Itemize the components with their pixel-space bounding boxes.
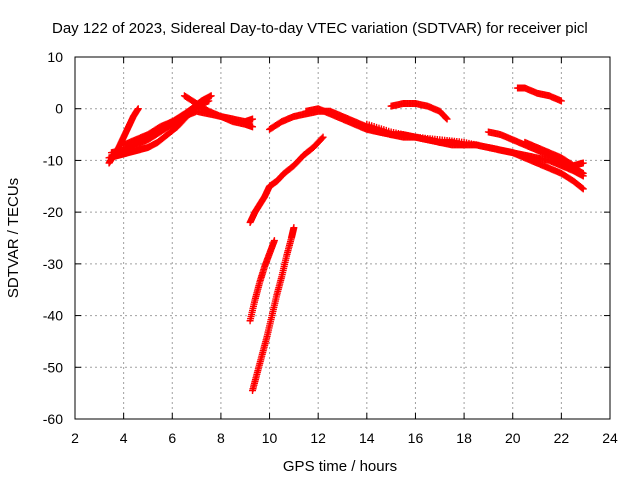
x-tick-label: 12 [310, 430, 326, 446]
y-tick-label: -20 [43, 204, 63, 220]
x-tick-label: 2 [71, 430, 79, 446]
axis-ticks: 2 4 6 8 10 12 14 16 18 20 22 24100-10-20-30-40-50-6… [43, 49, 618, 446]
data-point [579, 169, 587, 177]
y-tick-label: -30 [43, 256, 63, 272]
y-tick-label: -60 [43, 411, 63, 427]
y-tick-label: -40 [43, 308, 63, 324]
x-tick-label: 20 [505, 430, 521, 446]
y-tick-label: -50 [43, 359, 63, 375]
x-tick-label: 6 [168, 430, 176, 446]
data-point [557, 97, 565, 105]
x-tick-label: 18 [456, 430, 472, 446]
y-tick-label: 10 [47, 49, 63, 65]
x-tick-label: 24 [602, 430, 618, 446]
plot-frame [74, 56, 611, 420]
data-point [290, 224, 298, 232]
data-point [579, 159, 587, 167]
x-tick-label: 10 [262, 430, 278, 446]
chart-title: Day 122 of 2023, Sidereal Day-to-day VTE… [52, 20, 588, 37]
data-point [319, 133, 327, 141]
x-tick-label: 4 [120, 430, 128, 446]
data-point [270, 237, 278, 245]
data-point [318, 134, 326, 142]
series-arc-6 [180, 92, 257, 131]
series-arc-8 [246, 237, 278, 325]
series-arc-15 [521, 138, 587, 170]
x-tick-label: 14 [359, 430, 375, 446]
data-point [443, 115, 451, 123]
series-arc-13 [387, 100, 451, 123]
data-point [205, 97, 213, 105]
series-arc-7 [246, 133, 327, 226]
x-tick-label: 22 [554, 430, 570, 446]
x-tick-label: 16 [408, 430, 424, 446]
data-point [578, 184, 586, 192]
y-tick-label: 0 [55, 101, 63, 117]
data-point [442, 114, 450, 122]
series-arc-12 [363, 120, 587, 193]
x-tick-label: 8 [217, 430, 225, 446]
series-arc-16 [514, 84, 565, 105]
data-point [579, 185, 587, 193]
data-point [249, 123, 257, 131]
data-point [207, 92, 215, 100]
grid [75, 57, 610, 419]
data-point [134, 105, 142, 113]
x-axis-label: GPS time / hours [283, 458, 397, 475]
data-points [105, 84, 587, 395]
y-tick-label: -10 [43, 152, 63, 168]
series-arc-9 [249, 224, 298, 395]
data-point [442, 114, 450, 122]
y-axis-label: SDTVAR / TECUs [5, 178, 22, 298]
data-point [249, 115, 257, 123]
